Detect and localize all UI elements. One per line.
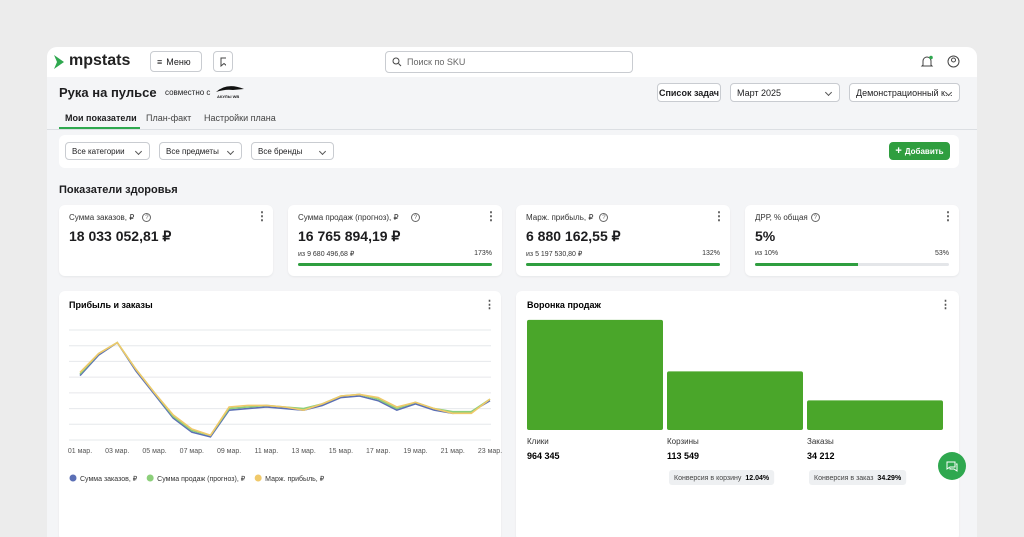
x-tick-label: 01 мар.: [68, 448, 92, 455]
x-tick-label: 03 мар.: [105, 448, 129, 455]
value-label: 113 549: [667, 451, 699, 461]
kpi-title: Сумма продаж (прогноз), ₽: [298, 213, 399, 222]
conversion-label: Конверсия в заказ: [814, 475, 873, 482]
chat-button[interactable]: [938, 452, 966, 480]
conversion-value: 34.29%: [877, 475, 902, 482]
funnel-bar: [667, 371, 803, 430]
x-tick-label: 21 мар.: [441, 448, 465, 455]
legend-label: Сумма продаж (прогноз), ₽: [157, 475, 246, 483]
kpi-value: 18 033 052,81 ₽: [69, 228, 171, 245]
progress-track: [526, 263, 720, 266]
value-label: 964 345: [527, 451, 560, 461]
legend-marker: [70, 475, 77, 482]
line-series: [80, 343, 490, 436]
conversion-label: Конверсия в корзину: [674, 475, 742, 482]
funnel-bar: [527, 320, 663, 430]
progress-bar: [755, 263, 858, 266]
category-label: Заказы: [807, 437, 834, 446]
x-tick-label: 17 мар.: [366, 448, 390, 455]
x-tick-label: 23 мар.: [478, 448, 502, 455]
kpi-title: ДРР, % общая: [755, 213, 808, 222]
kpi-menu[interactable]: ⋮: [713, 209, 725, 223]
info-icon: ?: [411, 213, 420, 222]
chat-icon: [946, 461, 958, 472]
legend-marker: [147, 475, 154, 482]
kpi-title: Сумма заказов, ₽: [69, 213, 134, 222]
kpi-percent: 53%: [921, 250, 949, 257]
conversion-value: 12.04%: [745, 475, 770, 482]
chart-menu: ⋮: [940, 299, 951, 311]
kpi-menu[interactable]: ⋮: [942, 209, 954, 223]
kpi-percent: 132%: [692, 250, 720, 257]
x-tick-label: 07 мар.: [180, 448, 204, 455]
x-tick-label: 19 мар.: [403, 448, 427, 455]
charts: Прибыль и заказы ⋮ 01 мар. 03 мар. 05 мар. 07…: [47, 47, 977, 537]
info-icon: ?: [811, 213, 820, 222]
legend-label: Сумма заказов, ₽: [80, 475, 138, 483]
kpi-base: из 5 197 530,80 ₽: [526, 250, 582, 258]
line-series: [80, 343, 490, 437]
funnel-bar: [807, 400, 943, 430]
kpi-menu[interactable]: ⋮: [485, 209, 497, 223]
kpi-percent: 173%: [464, 250, 492, 257]
progress-bar: [526, 263, 720, 266]
x-tick-label: 13 мар.: [291, 448, 315, 455]
category-label: Корзины: [667, 437, 699, 446]
kpi-menu[interactable]: ⋮: [256, 209, 268, 223]
x-tick-label: 15 мар.: [329, 448, 353, 455]
chart-title: Прибыль и заказы: [69, 300, 153, 310]
line-series: [80, 343, 490, 436]
category-label: Клики: [527, 437, 549, 446]
progress-bar: [298, 263, 492, 266]
x-tick-label: 09 мар.: [217, 448, 241, 455]
kpi-base: из 10%: [755, 250, 778, 257]
app-window: mpstats ≡Меню Поиск по SKU Рука на пульс…: [47, 47, 977, 537]
x-tick-label: 05 мар.: [142, 448, 166, 455]
chart-menu: ⋮: [484, 299, 495, 311]
kpi-value: 6 880 162,55 ₽: [526, 228, 621, 245]
kpi-title: Марж. прибыль, ₽: [526, 213, 593, 222]
progress-track: [298, 263, 492, 266]
kpi-value: 16 765 894,19 ₽: [298, 228, 400, 245]
chart-title: Воронка продаж: [527, 300, 601, 310]
kpi-base: из 9 680 496,68 ₽: [298, 250, 354, 258]
x-tick-label: 11 мар.: [254, 448, 278, 455]
value-label: 34 212: [807, 451, 835, 461]
legend-marker: [255, 475, 262, 482]
kpi-value: 5%: [755, 228, 775, 244]
legend-label: Марж. прибыль, ₽: [265, 475, 325, 483]
progress-track: [755, 263, 949, 266]
